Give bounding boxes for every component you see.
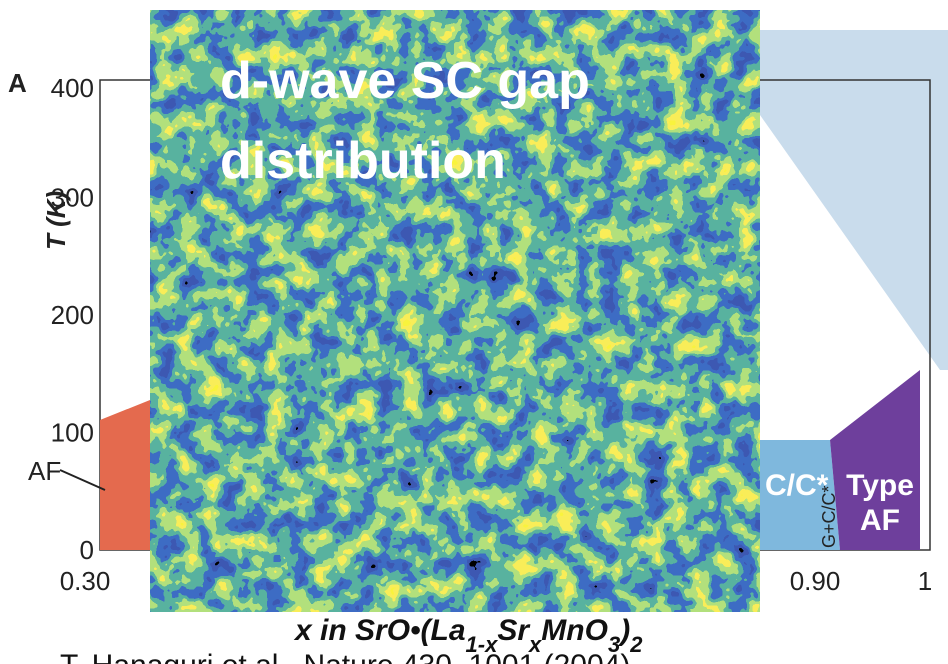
label-part: MnO	[541, 614, 608, 647]
x-tick: 0.90	[790, 566, 841, 596]
region-label: G+C/C*	[819, 485, 839, 548]
label-part: Sr	[497, 614, 531, 647]
x-tick: 1	[918, 566, 932, 596]
y-tick: 200	[51, 300, 94, 330]
y-tick: 100	[51, 418, 94, 448]
y-tick: 0	[80, 535, 94, 565]
x-tick: 0.30	[60, 566, 111, 596]
y-tick: 400	[51, 73, 94, 103]
region-label: AF	[860, 504, 900, 537]
panel-letter: A	[8, 68, 27, 98]
label-part: x in SrO•(La	[293, 614, 466, 647]
y-tick: 300	[51, 183, 94, 213]
label-part: 2	[629, 632, 643, 657]
y-ticks: 400 300 200 100 0	[51, 73, 94, 565]
af-label: AF	[28, 456, 61, 486]
region-label: Type	[846, 469, 914, 502]
overlay-title: d-wave SC gap	[220, 52, 590, 110]
af-region	[100, 400, 150, 550]
af-arrow	[60, 470, 105, 490]
overlay-title: distribution	[220, 132, 506, 190]
citation: T. Hanaguri et al., Nature 430, 1001 (20…	[60, 649, 630, 664]
slide: A T (K) 4003002001000 0.30 0.90 1 AF C/C…	[0, 0, 948, 664]
